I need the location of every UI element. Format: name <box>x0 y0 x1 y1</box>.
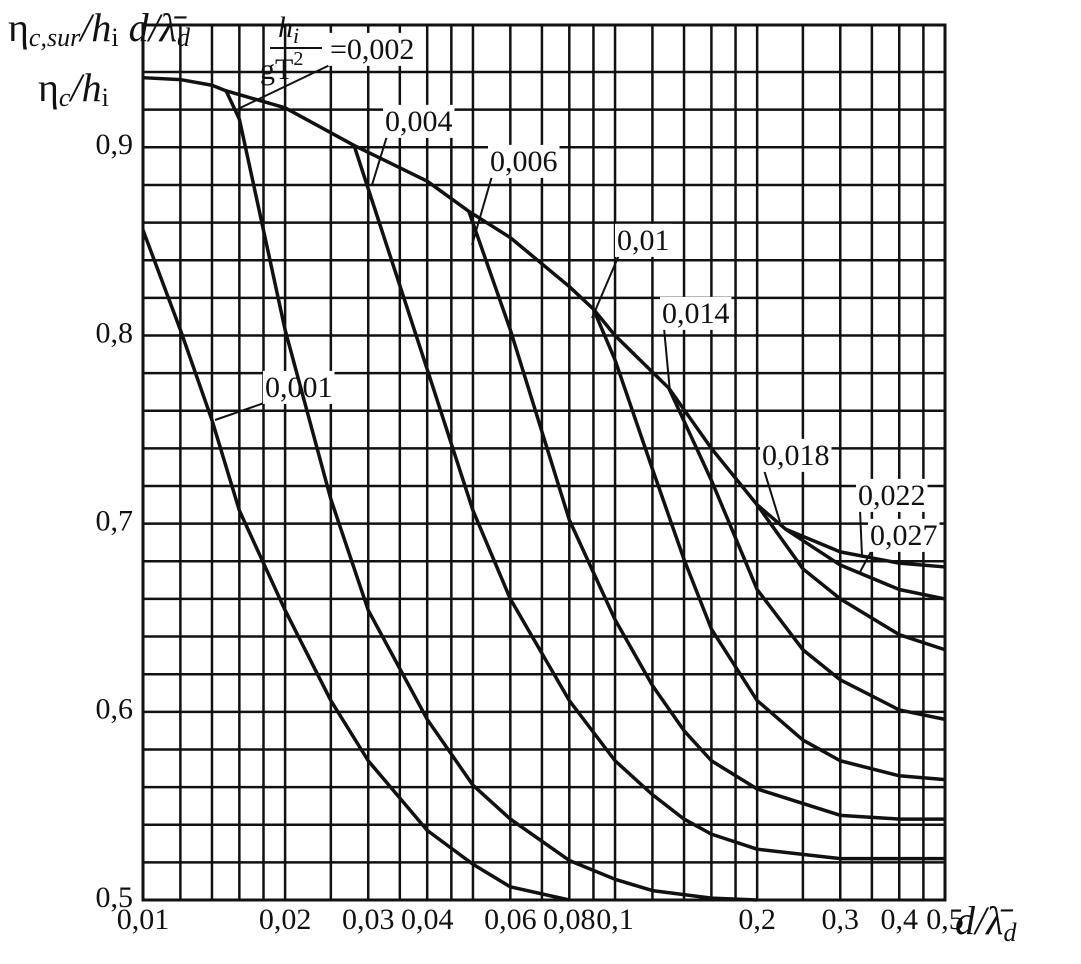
x-tick-label: 0,02 <box>259 903 312 936</box>
x-tick-label: 0,04 <box>401 903 454 936</box>
leader-line <box>471 175 493 246</box>
y-label-part: i <box>102 83 109 112</box>
y-tick-label: 0,8 <box>96 316 134 349</box>
y-tick-label: 0,6 <box>96 693 134 726</box>
y-label-part: η <box>8 5 29 50</box>
y-label-part: d <box>177 23 191 52</box>
y-label-part: c <box>59 83 71 112</box>
x-tick-label: 0,3 <box>822 903 860 936</box>
label-background <box>328 32 417 66</box>
plot-frame <box>141 23 947 902</box>
curve-label: 0,027 <box>870 519 938 552</box>
param-part: gT <box>260 53 293 86</box>
x-tick-label: 0,1 <box>596 903 634 936</box>
curve-label: 0,018 <box>762 439 830 472</box>
label-background <box>868 518 940 552</box>
x-axis-label: d/λ̄d <box>955 898 1017 947</box>
x-label-part: d <box>1003 918 1017 947</box>
x-tick-label: 0,08 <box>543 903 596 936</box>
label-background <box>488 144 560 178</box>
label-background <box>615 223 672 257</box>
x-tick-label: 0,5 <box>926 903 964 936</box>
y-label-part: i <box>111 23 118 52</box>
param-part: i <box>293 23 299 48</box>
curve <box>142 75 946 569</box>
param-numerator: hi <box>278 11 299 48</box>
y-tick-label: 0,9 <box>96 128 134 161</box>
y-tick-label: 0,7 <box>96 505 134 538</box>
leader-line <box>214 401 268 421</box>
param-part: h <box>278 11 293 44</box>
curve <box>352 144 945 861</box>
curve-label: 0,01 <box>617 224 670 257</box>
label-background <box>760 438 832 472</box>
label-background <box>856 478 928 512</box>
leader-line <box>591 254 620 319</box>
leader-line <box>859 509 863 557</box>
curve-label: 0,014 <box>662 297 730 330</box>
leader-line <box>763 469 781 523</box>
curve <box>141 229 570 902</box>
x-tick-label: 0,4 <box>881 903 919 936</box>
curve-label: 0,006 <box>490 145 558 178</box>
x-tick-label: 0,2 <box>738 903 776 936</box>
curve <box>467 210 945 821</box>
x-tick-label: 0,01 <box>117 903 170 936</box>
curve-label: 0,004 <box>385 105 453 138</box>
curve <box>667 387 946 722</box>
y-axis-label: ηc,sur/hi d/λ̄d <box>8 5 191 52</box>
curve-label: 0,022 <box>858 479 926 512</box>
y-label-part: /h <box>78 5 111 50</box>
y-label-part: /h <box>68 65 101 110</box>
curve <box>784 527 946 601</box>
label-background <box>383 104 455 138</box>
y-label-part: η <box>38 65 59 110</box>
y-tick-label: 0,5 <box>96 881 134 914</box>
curve <box>591 308 946 782</box>
x-tick-label: 0,06 <box>484 903 537 936</box>
param-denominator: gT2 <box>260 48 303 86</box>
curve <box>224 90 758 902</box>
param-part: 2 <box>293 48 303 70</box>
leader-line <box>859 549 873 573</box>
y-label-part: c,sur <box>29 23 81 52</box>
leader-line <box>371 135 388 186</box>
x-tick-label: 0,03 <box>342 903 395 936</box>
leader-line <box>663 327 671 393</box>
y-axis-label-2: ηc/hi <box>38 65 109 112</box>
y-label-part: d/λ̄ <box>119 5 187 50</box>
curve-label: =0,002 <box>330 33 414 66</box>
curve <box>755 503 946 652</box>
label-background <box>660 296 732 330</box>
